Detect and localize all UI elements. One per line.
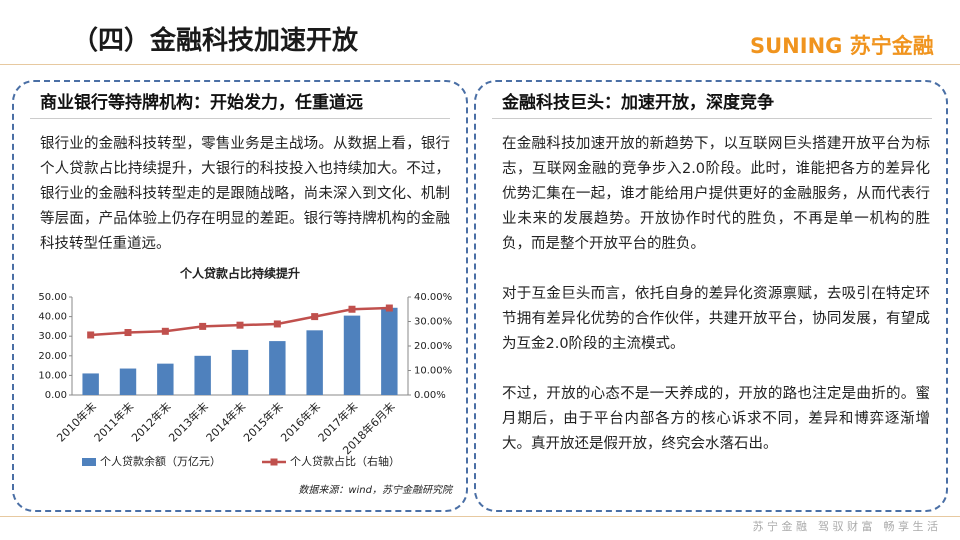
line-marker (311, 313, 319, 321)
line-marker (273, 320, 281, 328)
legend-label: 个人贷款占比（右轴） (290, 454, 400, 468)
panel-heading: 商业银行等持牌机构：开始发力，任重道远 (40, 93, 363, 113)
chart-title: 个人贷款占比持续提升 (179, 266, 300, 281)
line-marker (161, 327, 169, 335)
y2-tick-label: 40.00% (414, 292, 452, 303)
line-marker (236, 321, 244, 329)
y-tick-label: 0.00 (45, 390, 67, 401)
y2-tick-label: 30.00% (414, 317, 452, 328)
paragraph: 银行业的金融科技转型，零售业务是主战场。从数据上看，银行个人贷款占比持续提升，大… (40, 136, 450, 252)
y-tick-label: 30.00 (38, 331, 67, 342)
header-rule (0, 64, 960, 65)
right-panel (474, 80, 948, 512)
paragraph: 对于互金巨头而言，依托自身的差异化资源禀赋，去吸引在特定环节拥有差异化优势的合作… (502, 286, 930, 352)
paragraph: 不过，开放的心态不是一天养成的，开放的路也注定是曲折的。蜜月期后，由于平台内部各… (502, 386, 930, 452)
x-tick-label: 2012年末 (128, 399, 173, 444)
bar (269, 341, 286, 395)
y-tick-label: 10.00 (38, 370, 67, 381)
bar (306, 330, 323, 395)
footer-rule (0, 516, 960, 517)
y-tick-label: 20.00 (38, 351, 67, 362)
panel-heading: 金融科技巨头：加速开放，深度竞争 (502, 93, 774, 113)
heading-rule (30, 118, 450, 119)
slide-title: （四）金融科技加速开放 (72, 26, 359, 56)
bar (157, 363, 174, 395)
y2-tick-label: 10.00% (414, 366, 452, 377)
chart-source: 数据来源：wind，苏宁金融研究院 (298, 484, 454, 496)
footer-slogan: 苏 宁 金 融 驾 驭 财 富 畅 享 生 活 (752, 520, 938, 533)
logo: SUNING 苏宁金融 (750, 34, 934, 58)
bar (231, 349, 249, 395)
x-tick-label: 2011年末 (91, 399, 136, 444)
y-tick-label: 50.00 (38, 292, 67, 303)
bar (82, 373, 99, 395)
y2-tick-label: 0.00% (414, 390, 446, 401)
left-panel (12, 80, 468, 512)
paragraphs: 在金融科技加速开放的新趋势下，以互联网巨头搭建开放平台为标志，互联网金融的竞争步… (502, 132, 930, 457)
legend-swatch (82, 458, 96, 466)
paragraph: 在金融科技加速开放的新趋势下，以互联网巨头搭建开放平台为标志，互联网金融的竞争步… (502, 136, 930, 252)
x-tick-label: 2016年末 (278, 399, 323, 444)
y2-tick-label: 20.00% (414, 341, 452, 352)
line-marker (385, 304, 393, 312)
line-marker (124, 329, 132, 337)
line-marker (199, 322, 207, 330)
x-tick-label: 2013年末 (166, 399, 211, 444)
x-tick-label: 2014年末 (203, 399, 248, 444)
legend-swatch (270, 458, 278, 466)
line-marker (87, 331, 95, 339)
x-tick-label: 2010年末 (54, 399, 99, 444)
bar (343, 315, 361, 395)
line-marker (348, 305, 356, 313)
legend-label: 个人贷款余额（万亿元） (100, 454, 221, 468)
heading-rule (492, 118, 932, 119)
y-tick-label: 40.00 (38, 312, 67, 323)
bar (381, 307, 398, 395)
bar (194, 355, 211, 395)
x-tick-label: 2015年末 (240, 399, 285, 444)
bar (119, 368, 137, 395)
